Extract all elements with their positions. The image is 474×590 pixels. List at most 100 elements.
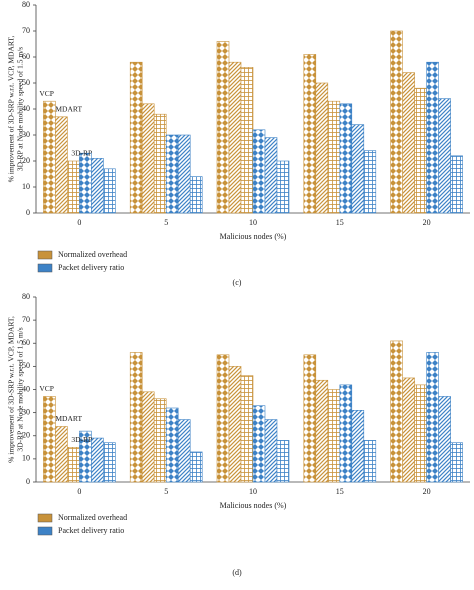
bar xyxy=(228,61,242,214)
x-tick-label: 20 xyxy=(423,218,431,227)
bar xyxy=(141,391,155,483)
bar xyxy=(91,158,104,214)
x-axis-label: Malicious nodes (%) xyxy=(220,232,287,241)
bar xyxy=(276,440,290,483)
bar xyxy=(55,426,68,483)
bar xyxy=(189,451,203,483)
bar xyxy=(43,396,56,483)
bar xyxy=(426,352,439,483)
bar xyxy=(103,168,116,214)
annotation: 3D-RP xyxy=(71,435,92,444)
y-tick-label: 80 xyxy=(22,0,30,9)
bar xyxy=(276,160,290,214)
bar xyxy=(390,340,403,483)
x-tick-label: 20 xyxy=(423,487,431,496)
bar xyxy=(103,442,116,483)
annotation: MDART xyxy=(55,105,82,114)
caption: (d) xyxy=(232,568,242,577)
x-tick-label: 10 xyxy=(249,487,257,496)
bar xyxy=(55,116,68,214)
y-tick-label: 10 xyxy=(22,182,30,191)
bar xyxy=(414,384,427,483)
bar xyxy=(252,129,266,214)
legend-swatch xyxy=(37,263,53,273)
bar xyxy=(79,152,92,214)
bar xyxy=(390,30,403,214)
bar xyxy=(43,100,56,214)
x-tick-label: 5 xyxy=(164,218,168,227)
annotation: VCP xyxy=(39,384,54,393)
y-tick-label: 70 xyxy=(22,26,30,35)
x-tick-label: 5 xyxy=(164,487,168,496)
bar xyxy=(303,54,317,214)
bar xyxy=(450,155,463,214)
y-axis-label: 3D-RP at Node mobility speed of 1.5 m/s xyxy=(16,47,25,171)
bar xyxy=(153,398,167,483)
x-tick-label: 15 xyxy=(336,487,344,496)
y-tick-label: 60 xyxy=(22,338,30,347)
bar xyxy=(450,442,463,483)
y-tick-label: 80 xyxy=(22,292,30,301)
bar xyxy=(228,366,242,483)
bar xyxy=(264,419,278,483)
y-tick-label: 0 xyxy=(26,477,30,486)
bar xyxy=(264,137,278,214)
y-tick-label: 30 xyxy=(22,407,30,416)
caption: (c) xyxy=(233,278,242,287)
y-axis-label: % improvement of 3D-SRP w.r.t. VCP, MDAR… xyxy=(7,316,16,463)
y-tick-label: 40 xyxy=(22,104,30,113)
y-tick-label: 0 xyxy=(26,208,30,217)
legend-swatch xyxy=(37,526,53,536)
bar xyxy=(351,124,365,214)
x-tick-label: 15 xyxy=(336,218,344,227)
legend-swatch xyxy=(37,250,53,260)
bar xyxy=(351,410,365,483)
bar xyxy=(363,150,377,214)
y-axis-label: % improvement of 3D-SRP w.r.t. VCP, MDAR… xyxy=(7,36,16,183)
y-tick-label: 70 xyxy=(22,315,30,324)
bar xyxy=(129,61,143,214)
bar xyxy=(315,379,329,483)
bar xyxy=(189,176,203,214)
x-axis-label: Malicious nodes (%) xyxy=(220,501,287,510)
bar xyxy=(438,396,451,483)
bar xyxy=(363,440,377,483)
bar xyxy=(327,389,341,483)
bar xyxy=(67,160,80,214)
bar xyxy=(67,447,80,483)
legend-label: Normalized overhead xyxy=(58,250,127,259)
bar xyxy=(339,384,353,483)
bar xyxy=(240,375,254,483)
bar xyxy=(216,41,230,214)
bar xyxy=(438,98,451,214)
bar xyxy=(303,354,317,483)
bar xyxy=(402,377,415,483)
bar xyxy=(153,113,167,214)
x-tick-label: 0 xyxy=(77,218,81,227)
y-tick-label: 20 xyxy=(22,431,30,440)
bar xyxy=(141,103,155,214)
annotation: MDART xyxy=(55,414,82,423)
bar xyxy=(240,67,254,214)
y-tick-label: 10 xyxy=(22,454,30,463)
bar xyxy=(165,407,179,483)
bar xyxy=(165,134,179,214)
y-tick-label: 50 xyxy=(22,78,30,87)
legend-label: Packet delivery ratio xyxy=(58,263,124,272)
bar xyxy=(177,419,191,483)
bar xyxy=(216,354,230,483)
x-tick-label: 0 xyxy=(77,487,81,496)
y-tick-label: 40 xyxy=(22,384,30,393)
bar xyxy=(177,134,191,214)
y-tick-label: 50 xyxy=(22,361,30,370)
y-tick-label: 20 xyxy=(22,156,30,165)
annotation: VCP xyxy=(39,89,54,98)
bar xyxy=(91,437,104,483)
y-axis-label: 3D-RP at Node mobility speed of 1.5 m/s xyxy=(16,327,25,451)
bar xyxy=(252,405,266,483)
annotation: 3D-RP xyxy=(71,149,92,158)
bar xyxy=(129,352,143,483)
bar xyxy=(414,87,427,214)
x-tick-label: 10 xyxy=(249,218,257,227)
